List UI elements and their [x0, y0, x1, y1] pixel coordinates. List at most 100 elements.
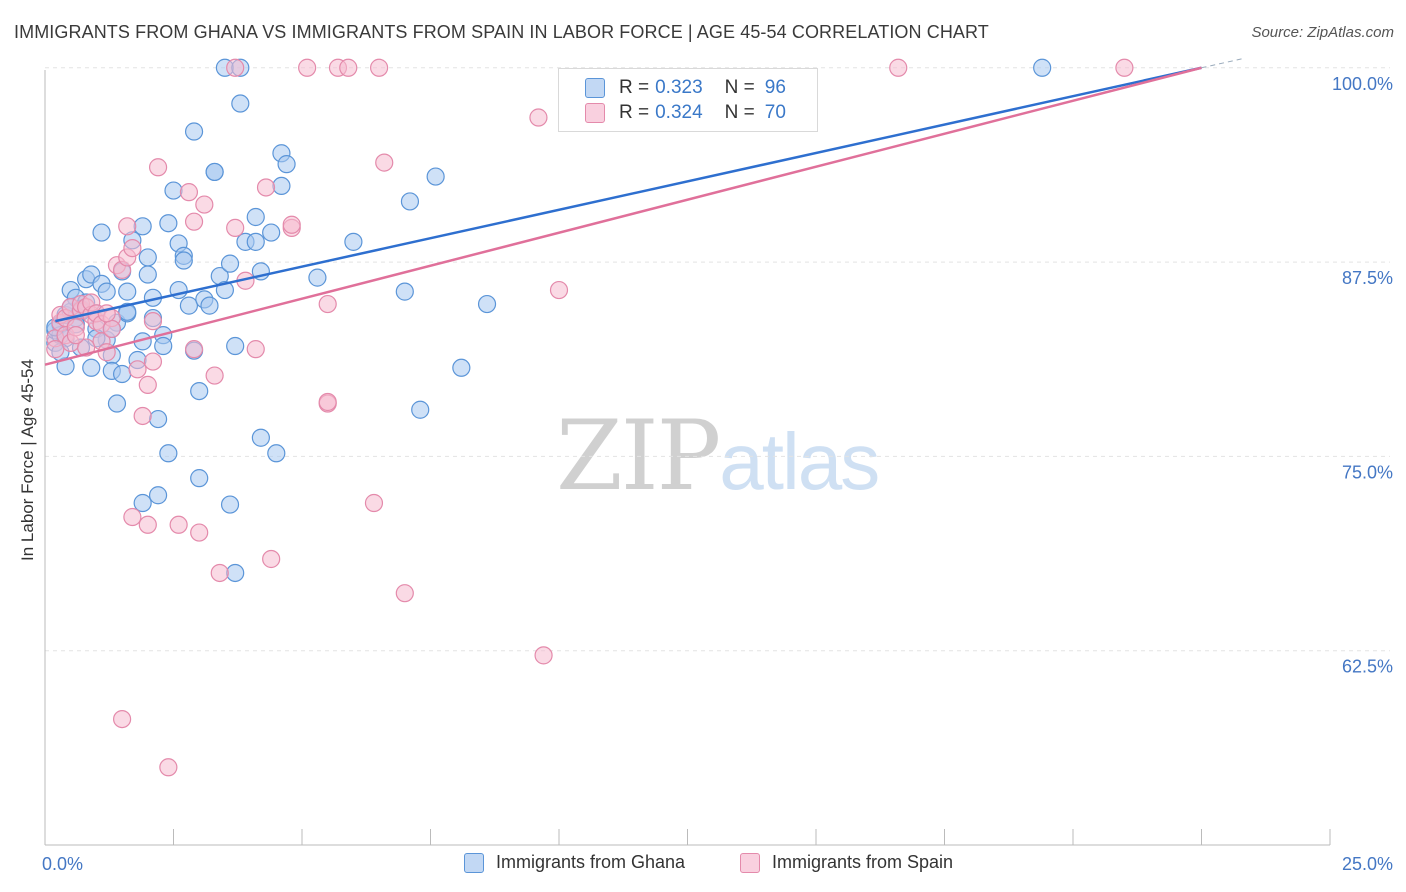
legend-swatch-ghana [585, 78, 605, 98]
bottom-legend-label-spain: Immigrants from Spain [772, 852, 954, 872]
point-spain [123, 238, 142, 258]
legend-row-ghana: R = 0.323 N = 96 [585, 76, 786, 100]
point-spain [226, 218, 245, 237]
point-spain [210, 563, 229, 583]
y-axis-label: In Labor Force | Age 45-54 [18, 359, 37, 561]
point-ghana [159, 214, 178, 233]
point-ghana [190, 469, 209, 488]
point-ghana [477, 294, 497, 314]
point-ghana [226, 563, 245, 583]
point-spain [318, 294, 337, 314]
chart-title: IMMIGRANTS FROM GHANA VS IMMIGRANTS FROM… [14, 22, 989, 42]
point-ghana [112, 364, 132, 384]
point-ghana [82, 358, 101, 377]
point-ghana [267, 444, 286, 463]
point-spain [190, 523, 209, 542]
bottom-legend-label-ghana: Immigrants from Ghana [496, 852, 686, 872]
point-ghana [107, 394, 127, 413]
point-ghana [133, 217, 152, 236]
bottom-legend-ghana: Immigrants from Ghana [464, 852, 685, 873]
point-spain [534, 646, 553, 665]
point-spain [226, 58, 245, 77]
point-ghana [400, 192, 420, 211]
point-spain [138, 515, 157, 534]
y-tick-label: 87.5% [1342, 268, 1393, 288]
bottom-legend-swatch-ghana [464, 852, 484, 873]
point-spain [143, 312, 163, 331]
legend-r-value: 0.323 [655, 77, 703, 98]
point-ghana [118, 302, 137, 321]
point-spain [375, 153, 394, 172]
point-spain [262, 549, 281, 569]
point-spain [123, 507, 142, 527]
point-ghana [174, 251, 193, 270]
point-spain [889, 58, 908, 77]
stats-legend: R = 0.323 N = 96 R = 0.324 N = 70 [558, 68, 818, 132]
point-spain [143, 352, 163, 371]
point-ghana [92, 223, 111, 242]
point-ghana [184, 122, 204, 141]
point-ghana [1033, 58, 1052, 77]
point-ghana [138, 265, 157, 284]
point-spain [256, 178, 276, 197]
legend-r-label: R = [619, 77, 650, 98]
point-ghana [262, 223, 281, 242]
point-spain [179, 183, 199, 202]
point-ghana [200, 296, 219, 315]
point-spain [159, 758, 178, 777]
point-ghana [277, 155, 296, 174]
point-spain [138, 375, 157, 394]
x-tick-label: 25.0% [1342, 854, 1393, 874]
legend-r-label: R = [619, 102, 650, 123]
point-spain [184, 212, 204, 231]
trend-line-spain [44, 66, 1202, 366]
legend-n-label: N = [724, 77, 755, 98]
point-spain [148, 158, 168, 177]
point-ghana [395, 282, 414, 301]
point-spain [118, 217, 137, 236]
point-ghana [246, 207, 265, 227]
point-ghana [220, 495, 240, 514]
point-ghana [148, 409, 168, 429]
point-ghana [246, 232, 265, 251]
point-spain [195, 195, 214, 214]
point-spain [46, 340, 65, 359]
bottom-legend-swatch-spain [740, 852, 760, 873]
point-spain [318, 392, 337, 412]
bottom-legend-spain: Immigrants from Spain [740, 852, 953, 873]
legend-n-label: N = [724, 102, 755, 123]
point-ghana [452, 358, 471, 377]
legend-r-value: 0.324 [655, 102, 703, 123]
point-spain [298, 58, 317, 77]
x-tick-label: 0.0% [42, 854, 83, 874]
legend-n-value: 96 [764, 77, 786, 98]
point-spain [66, 326, 85, 345]
point-ghana [179, 296, 199, 315]
point-spain [133, 406, 152, 426]
point-spain [112, 709, 132, 729]
point-spain [128, 360, 147, 379]
point-spain [184, 340, 204, 359]
point-spain [246, 340, 265, 359]
point-ghana [138, 248, 157, 267]
point-ghana [220, 254, 240, 273]
point-ghana [251, 428, 270, 447]
point-ghana [205, 162, 224, 182]
point-ghana [190, 381, 209, 401]
point-ghana [426, 167, 445, 186]
point-ghana [344, 232, 363, 251]
point-ghana [133, 493, 152, 513]
point-ghana [164, 181, 183, 200]
point-spain [549, 280, 569, 300]
point-spain [282, 215, 301, 234]
point-ghana [272, 176, 291, 196]
point-spain [364, 493, 384, 513]
y-tick-label: 100.0% [1332, 74, 1393, 94]
point-ghana [411, 400, 430, 419]
point-spain [205, 366, 224, 385]
legend-n-value: 70 [764, 102, 786, 123]
point-spain [529, 108, 548, 127]
point-spain [102, 319, 121, 339]
y-tick-label: 62.5% [1342, 657, 1393, 677]
point-ghana [118, 282, 137, 301]
